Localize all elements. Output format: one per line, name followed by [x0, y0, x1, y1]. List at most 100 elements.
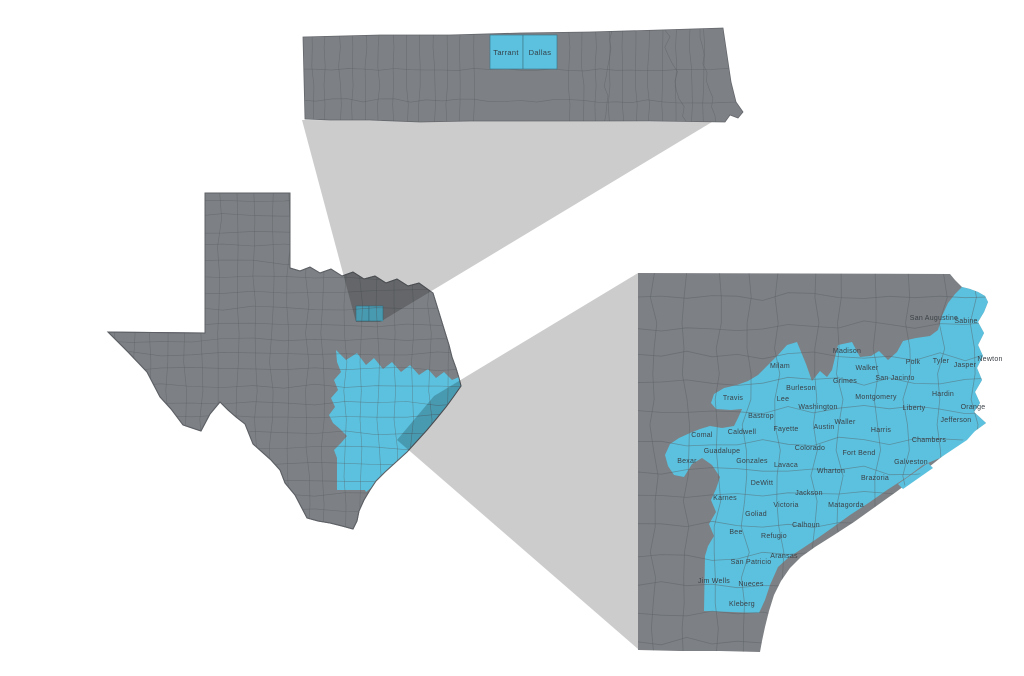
county-label-liberty: Liberty [903, 405, 926, 412]
county-label-san-augustine: San Augustine [910, 315, 958, 322]
county-label-hardin: Hardin [932, 391, 954, 398]
county-label-austin: Austin [814, 424, 835, 431]
county-border-line [364, 28, 368, 122]
county-border-line [303, 68, 743, 72]
county-border-line [638, 436, 988, 447]
zoom-cone-north [302, 120, 712, 322]
county-label-fort-bend: Fort Bend [843, 450, 876, 457]
county-border-line [108, 337, 461, 343]
county-label-fayette: Fayette [773, 426, 798, 433]
county-border-line [130, 193, 136, 529]
county-border-line [303, 98, 743, 104]
county-border-line [108, 491, 461, 497]
county-label-montgomery: Montgomery [855, 394, 897, 401]
county-border-line [108, 351, 461, 357]
county-border-line [418, 28, 421, 122]
county-border-line [458, 28, 461, 122]
county-label-refugio: Refugio [761, 533, 787, 540]
county-label-sabine: Sabine [954, 318, 977, 325]
county-label-tyler: Tyler [933, 358, 950, 365]
county-border-line [649, 273, 659, 652]
county-border-line [594, 28, 597, 122]
county-label-calhoun: Calhoun [792, 522, 820, 529]
county-border-line [607, 28, 611, 122]
county-border-line [638, 320, 988, 332]
north-strip-county-lines [303, 28, 743, 122]
county-label-bastrop: Bastrop [748, 413, 774, 420]
county-label-dewitt: DeWitt [751, 480, 774, 487]
county-border-line [406, 28, 409, 122]
county-label-karnes: Karnes [713, 495, 737, 502]
north-strip-labels: Tarrant Dallas [493, 48, 551, 57]
main-map-highlighted-region [329, 350, 461, 492]
county-label-jackson: Jackson [795, 490, 822, 497]
county-border-line [392, 28, 395, 122]
county-border-line [108, 507, 461, 513]
county-label-travis: Travis [723, 395, 744, 402]
county-border-line [638, 405, 988, 415]
county-label-lee: Lee [777, 396, 789, 403]
county-label-comal: Comal [691, 432, 713, 439]
county-label-burleson: Burleson [786, 385, 816, 392]
county-label-washington: Washington [798, 404, 837, 411]
county-label-waller: Waller [834, 419, 855, 426]
county-border-line [603, 29, 613, 122]
county-label-matagorda: Matagorda [828, 502, 864, 509]
county-border-line [108, 383, 461, 389]
inset-north-texas: Tarrant Dallas [302, 27, 744, 123]
southeast-highlighted-region [665, 287, 988, 613]
county-border-line [635, 28, 638, 122]
county-label-aransas: Aransas [770, 553, 798, 560]
county-border-line [323, 28, 326, 122]
county-border-line [647, 28, 650, 122]
zoom-cone-southeast [397, 273, 638, 649]
county-border-line [377, 28, 381, 122]
county-label-nueces: Nueces [738, 581, 763, 588]
county-label-walker: Walker [855, 365, 878, 372]
county-border-line [111, 193, 119, 529]
county-border-line [740, 273, 752, 652]
county-label-grimes: Grimes [833, 378, 857, 385]
county-label-bee: Bee [729, 529, 742, 536]
texas-outline-stroke [106, 192, 462, 530]
county-border-line [432, 28, 436, 122]
county-label-bexar: Bexar [677, 458, 697, 465]
county-label-galveston: Galveston [894, 459, 928, 466]
galveston-island [898, 463, 933, 489]
county-label-harris: Harris [871, 427, 891, 434]
county-border-line [445, 28, 448, 122]
county-label-orange: Orange [961, 404, 986, 411]
county-border-line [663, 28, 689, 122]
county-label-victoria: Victoria [773, 502, 798, 509]
county-label-dallas: Dallas [529, 48, 552, 57]
county-label-wharton: Wharton [817, 468, 845, 475]
county-label-milam: Milam [770, 363, 790, 370]
county-label-lavaca: Lavaca [774, 462, 798, 469]
county-border-line [1003, 272, 1012, 654]
north-strip-shape [302, 27, 744, 123]
county-border-line [638, 292, 988, 301]
county-label-newton: Newton [977, 356, 1002, 363]
county-border-line [661, 28, 664, 122]
county-border-line [581, 28, 585, 122]
county-label-tarrant: Tarrant [493, 48, 519, 57]
county-label-jim-wells: Jim Wells [698, 578, 730, 585]
county-border-line [688, 28, 693, 122]
county-label-colorado: Colorado [795, 445, 825, 452]
county-border-line [699, 28, 717, 122]
county-border-line [338, 28, 342, 122]
county-border-line [108, 367, 461, 372]
county-border-line [567, 28, 571, 122]
county-border-line [638, 350, 988, 362]
county-label-jefferson: Jefferson [941, 417, 972, 424]
county-label-polk: Polk [906, 359, 921, 366]
county-label-gonzales: Gonzales [736, 458, 768, 465]
county-label-jasper: Jasper [954, 362, 977, 369]
dallas-county-shape [522, 34, 558, 70]
county-border-line [674, 28, 678, 122]
county-label-kleberg: Kleberg [729, 601, 755, 608]
county-label-san-jacinto: San Jacinto [875, 375, 914, 382]
